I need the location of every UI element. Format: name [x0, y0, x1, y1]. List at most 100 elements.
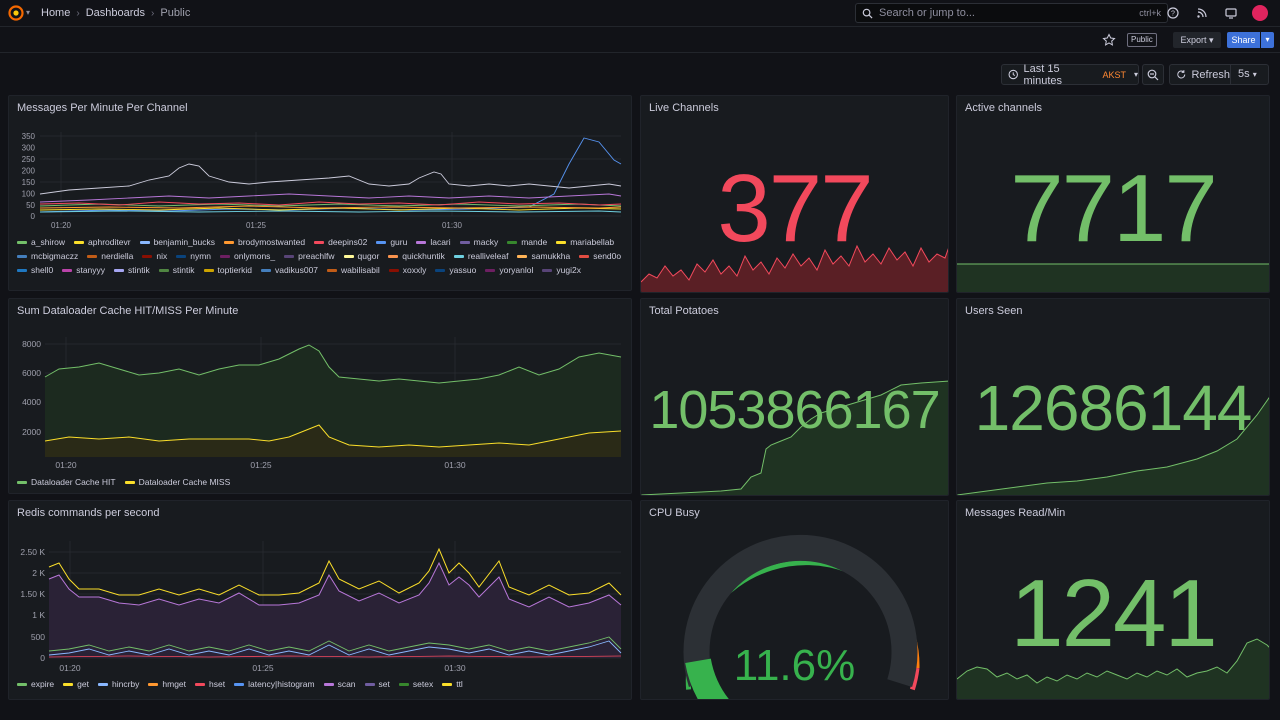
legend-item[interactable]: Dataloader Cache MISS: [124, 477, 230, 487]
legend-label: yassuo: [449, 265, 477, 275]
legend-swatch: [388, 254, 399, 258]
legend-label: mcbigmaczz: [31, 251, 79, 261]
legend-item[interactable]: realliveleaf: [453, 251, 508, 261]
panel-title[interactable]: CPU Busy: [649, 507, 700, 519]
cache-timeseries-chart[interactable]: 8000 6000 4000 2000 01:20 01:25 01:30: [9, 329, 632, 474]
legend-item[interactable]: hset: [195, 679, 225, 689]
legend-item[interactable]: aphroditevr: [74, 237, 131, 247]
legend-item[interactable]: yoryanlol: [485, 265, 533, 275]
legend-label: stintik: [128, 265, 150, 275]
legend-item[interactable]: mande: [507, 237, 547, 247]
legend-item[interactable]: onlymons_: [220, 251, 275, 261]
y-axis: 2.50 K 2 K 1.50 K 1 K 500 0: [20, 547, 45, 663]
legend-item[interactable]: send0o: [579, 251, 621, 261]
y-tick-label: 2 K: [32, 568, 45, 578]
legend-item[interactable]: qugor: [343, 251, 380, 261]
legend-item[interactable]: stintik: [158, 265, 195, 275]
legend-item[interactable]: macky: [459, 237, 498, 247]
legend-item[interactable]: nymn: [176, 251, 211, 261]
series-line: [39, 205, 622, 209]
legend-item[interactable]: samukkha: [517, 251, 570, 261]
legend-item[interactable]: mariabellab: [556, 237, 614, 247]
chevron-down-icon[interactable]: ▾: [26, 8, 31, 17]
legend-item[interactable]: scan: [323, 679, 356, 689]
help-icon[interactable]: ?: [1165, 5, 1181, 21]
share-button[interactable]: Share: [1227, 32, 1260, 48]
search-icon: [862, 8, 873, 19]
legend-label: hmget: [162, 679, 187, 689]
legend-label: ttl: [456, 679, 463, 689]
panel-users-seen: Users Seen 12686144: [956, 298, 1270, 496]
miss-area: [45, 425, 621, 457]
avatar[interactable]: [1252, 5, 1268, 21]
legend-item[interactable]: yassuo: [435, 265, 476, 275]
legend-item[interactable]: Dataloader Cache HIT: [17, 477, 116, 487]
panel-title[interactable]: Messages Per Minute Per Channel: [17, 102, 188, 114]
legend-item[interactable]: mcbigmaczz: [17, 251, 78, 261]
legend-item[interactable]: preachlfw: [284, 251, 335, 261]
dashboard-toolbar: [0, 27, 1280, 53]
legend-item[interactable]: hmget: [148, 679, 186, 689]
legend-item[interactable]: nerdiella: [87, 251, 133, 261]
legend-item[interactable]: latency|histogram: [234, 679, 315, 689]
refresh-button[interactable]: Refresh: [1169, 64, 1231, 85]
legend-item[interactable]: hincrby: [97, 679, 139, 689]
redis-timeseries-chart[interactable]: 2.50 K 2 K 1.50 K 1 K 500 0 01:20 01:25 …: [9, 533, 632, 678]
legend-item[interactable]: expire: [17, 679, 54, 689]
legend-item[interactable]: ttl: [442, 679, 463, 689]
kiosk-mode-icon[interactable]: [1223, 5, 1239, 21]
legend-item[interactable]: toptierkid: [203, 265, 252, 275]
share-dropdown-button[interactable]: ▾: [1261, 32, 1274, 48]
zoom-out-button[interactable]: [1142, 64, 1164, 85]
legend-item[interactable]: xoxxly: [388, 265, 426, 275]
search-input[interactable]: Search or jump to... ctrl+k: [855, 3, 1168, 23]
breadcrumb-home[interactable]: Home: [41, 7, 71, 19]
legend-item[interactable]: get: [63, 679, 89, 689]
news-feed-icon[interactable]: [1194, 5, 1210, 21]
legend-item[interactable]: stintik: [114, 265, 150, 275]
legend-item[interactable]: nix: [142, 251, 167, 261]
star-icon[interactable]: [1102, 33, 1116, 47]
legend-item[interactable]: set: [364, 679, 390, 689]
legend-item[interactable]: yugi2x: [542, 265, 581, 275]
chart-legend: a_shirow aphroditevr benjamin_bucks brodymo…: [17, 237, 629, 275]
grafana-logo-icon[interactable]: [8, 5, 24, 21]
panel-title[interactable]: Total Potatoes: [649, 305, 719, 317]
panel-title[interactable]: Active channels: [965, 102, 1043, 114]
legend-item[interactable]: vadikus007: [261, 265, 318, 275]
legend-label: qugor: [357, 251, 380, 261]
time-range-picker[interactable]: Last 15 minutes AKST ▾: [1001, 63, 1139, 87]
export-button[interactable]: Export ▾: [1173, 32, 1221, 48]
panel-title[interactable]: Redis commands per second: [17, 507, 160, 519]
refresh-label: Refresh: [1191, 68, 1230, 81]
y-tick-label: 250: [22, 155, 36, 164]
breadcrumb-dashboards[interactable]: Dashboards: [85, 7, 146, 19]
y-tick-label: 50: [26, 201, 35, 210]
panel-title[interactable]: Messages Read/Min: [965, 507, 1066, 519]
panel-title[interactable]: Sum Dataloader Cache HIT/MISS Per Minute: [17, 305, 239, 317]
legend-item[interactable]: lacari: [416, 237, 451, 247]
legend-item[interactable]: a_shirow: [17, 237, 65, 247]
legend-label: vadikus007: [275, 265, 319, 275]
legend-label: lacari: [430, 237, 451, 247]
refresh-interval-select[interactable]: 5s ▾: [1231, 64, 1269, 85]
legend-item[interactable]: quickhuntik: [388, 251, 445, 261]
panel-messages-per-minute: Messages Per Minute Per Channel 350 300 …: [8, 95, 632, 291]
x-tick-label: 01:20: [59, 663, 81, 673]
legend-item[interactable]: benjamin_bucks: [139, 237, 215, 247]
legend-item[interactable]: guru: [376, 237, 407, 247]
panel-title[interactable]: Live Channels: [649, 102, 719, 114]
panel-total-potatoes: Total Potatoes 1053866167: [640, 298, 949, 496]
x-axis: 01:20 01:25 01:30: [59, 663, 466, 673]
legend-item[interactable]: brodymostwanted: [224, 237, 305, 247]
legend-item[interactable]: shell0: [17, 265, 53, 275]
legend-item[interactable]: stanyyy: [62, 265, 105, 275]
legend-item[interactable]: wabilisabil: [327, 265, 380, 275]
legend-item[interactable]: setex: [398, 679, 433, 689]
legend-item[interactable]: deepins02: [314, 237, 367, 247]
panel-title[interactable]: Users Seen: [965, 305, 1023, 317]
legend-swatch: [114, 268, 125, 272]
y-tick-label: 150: [22, 178, 36, 187]
messages-timeseries-chart[interactable]: 350 300 250 200 150 100 50 0 01:20 01:25: [9, 124, 632, 229]
refresh-icon: [1177, 70, 1186, 79]
